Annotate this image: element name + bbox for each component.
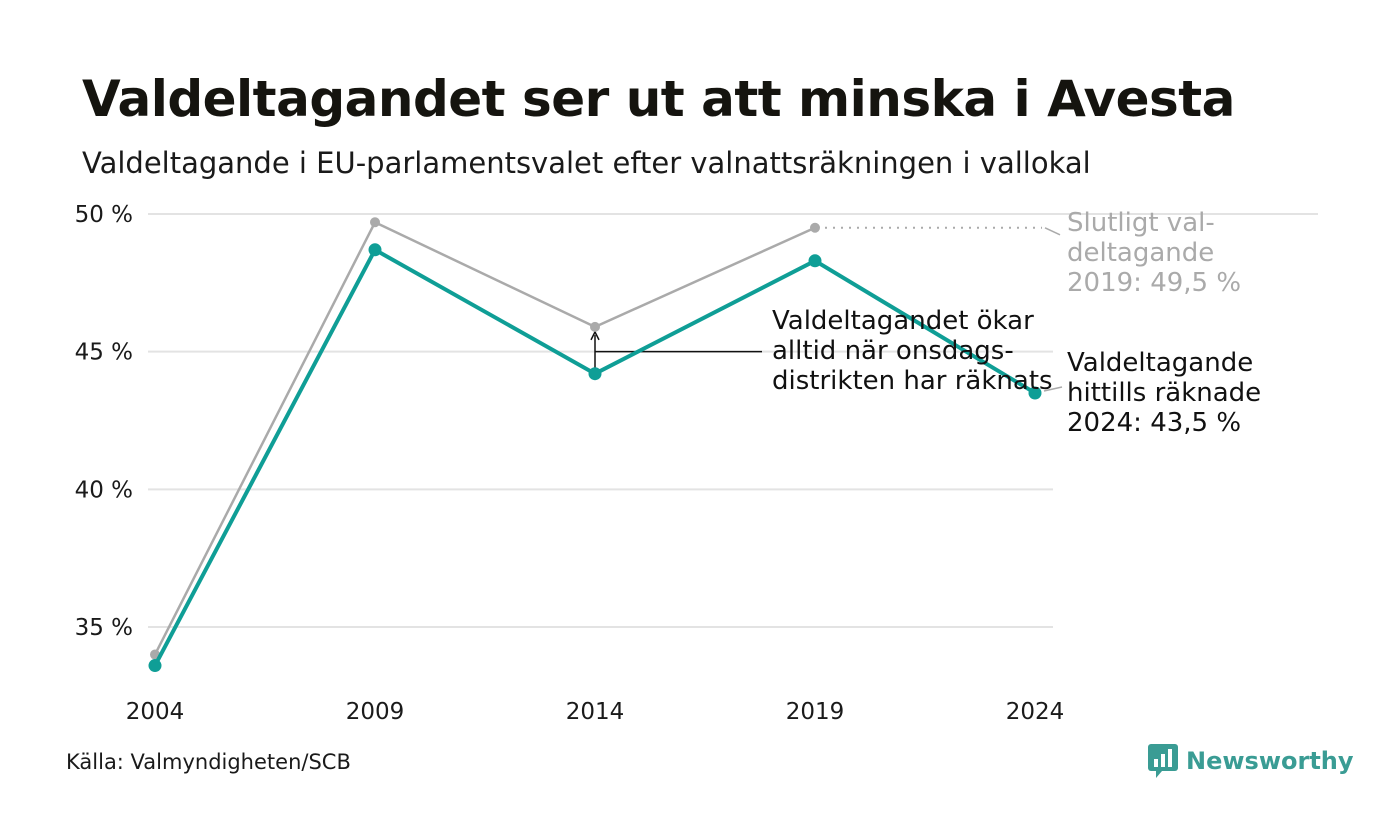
x-tick-label: 2004 [126, 699, 185, 725]
data-point [370, 217, 380, 228]
data-point [1028, 386, 1042, 400]
y-tick-label: 50 % [75, 202, 133, 228]
current-turnout-annotation-line: 2024: 43,5 % [1067, 408, 1241, 438]
data-point [590, 321, 600, 332]
brand-name: Newsworthy [1186, 747, 1354, 775]
annotations: Slutligt val-deltagande 2019: 49,5 %Valde… [772, 208, 1261, 438]
wednesday-count-annotation-line: distrikten har räknats [772, 366, 1053, 396]
final-turnout-annotation-line: 2019: 49,5 % [1067, 268, 1241, 298]
final-turnout-annotation-line: Slutligt val- [1067, 208, 1215, 238]
data-point [148, 659, 162, 673]
source-note: Källa: Valmyndigheten/SCB [66, 750, 351, 774]
y-tick-label: 35 % [75, 615, 133, 641]
current-turnout-annotation-line: Valdeltagande [1067, 348, 1253, 378]
y-axis-ticks: 35 % 40 % 45 % 50 % [75, 202, 133, 641]
wednesday-count-annotation-line: Valdeltagandet ökar [772, 306, 1034, 336]
x-tick-label: 2019 [786, 699, 845, 725]
data-point [588, 367, 602, 381]
x-tick-label: 2014 [566, 699, 625, 725]
data-point [810, 222, 820, 233]
chart-subtitle: Valdeltagande i EU-parlamentsvalet efter… [82, 146, 1091, 180]
current-turnout-annotation: Valdeltagande hittills räknade 2024: 43,5 … [1067, 348, 1261, 438]
final-turnout-annotation: Slutligt val-deltagande 2019: 49,5 % [1067, 208, 1241, 298]
chart-title: Valdeltagandet ser ut att minska i Avest… [82, 70, 1235, 128]
current-turnout-annotation-line: hittills räknade [1067, 378, 1261, 408]
series-layer [148, 217, 1042, 673]
data-point [368, 243, 382, 257]
final-turnout-annotation-line: deltagande [1067, 238, 1214, 268]
current-turnout-leader [1043, 386, 1063, 392]
x-tick-label: 2009 [346, 699, 405, 725]
wednesday-count-annotation-line: alltid när onsdags- [772, 336, 1014, 366]
brand: Newsworthy [1148, 744, 1354, 778]
y-tick-label: 45 % [75, 340, 133, 366]
x-axis-ticks: 2004 2009 2014 2019 2024 [126, 699, 1065, 725]
data-point [808, 254, 822, 268]
series-line-final [153, 220, 816, 656]
y-tick-label: 40 % [75, 477, 133, 503]
newsworthy-logo-icon [1148, 744, 1178, 778]
final-turnout-leader [1044, 227, 1061, 236]
wednesday-count-annotation: Valdeltagandet ökar alltid när onsdags-di… [772, 306, 1053, 396]
x-tick-label: 2024 [1006, 699, 1065, 725]
